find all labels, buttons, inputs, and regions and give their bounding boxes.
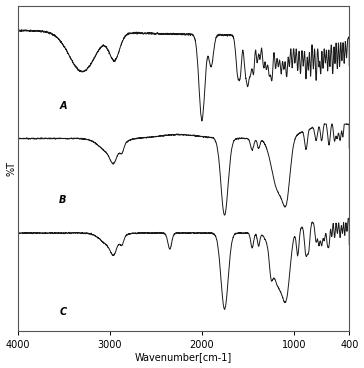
Y-axis label: %T: %T (7, 160, 16, 176)
Text: C: C (59, 307, 66, 318)
Text: B: B (59, 195, 67, 205)
Text: A: A (59, 101, 67, 111)
X-axis label: Wavenumber[cm-1]: Wavenumber[cm-1] (135, 353, 232, 362)
